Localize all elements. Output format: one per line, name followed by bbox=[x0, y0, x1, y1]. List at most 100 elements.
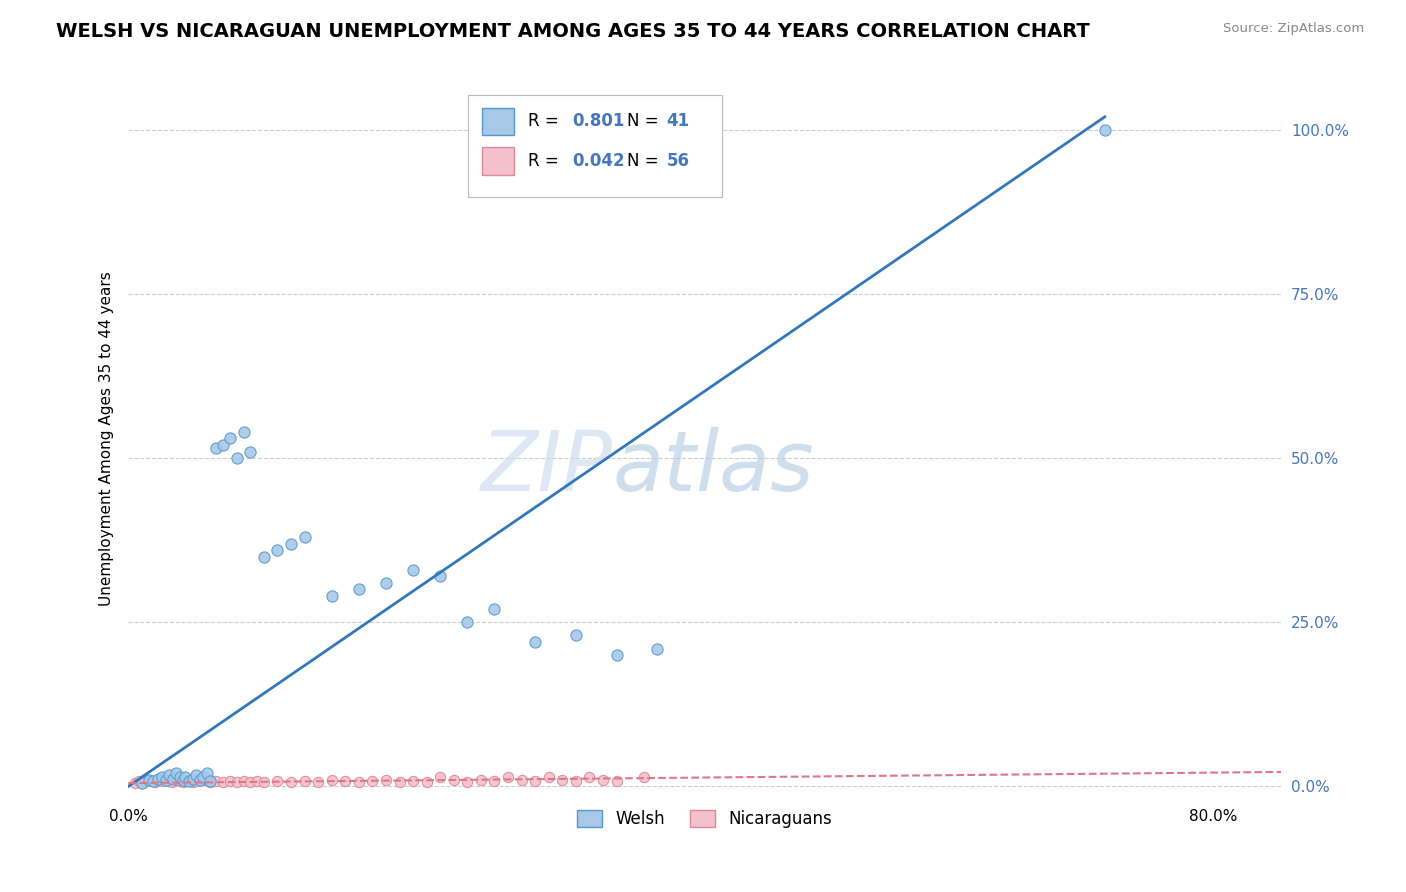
Point bbox=[205, 442, 228, 456]
Point bbox=[484, 602, 506, 616]
Point bbox=[307, 775, 329, 789]
Point bbox=[183, 775, 205, 789]
Point bbox=[232, 425, 254, 439]
Point bbox=[470, 772, 492, 787]
Point bbox=[280, 775, 302, 789]
Point bbox=[321, 772, 343, 787]
Point bbox=[145, 775, 167, 789]
Text: R =: R = bbox=[529, 153, 564, 170]
Point bbox=[160, 775, 183, 789]
Point bbox=[1094, 123, 1116, 137]
Point bbox=[191, 770, 214, 784]
Point bbox=[537, 770, 560, 784]
Point bbox=[280, 536, 302, 550]
Point bbox=[253, 549, 276, 564]
Point bbox=[335, 774, 357, 789]
Point bbox=[415, 775, 437, 789]
Point bbox=[388, 775, 411, 789]
Point bbox=[456, 615, 478, 630]
Point bbox=[165, 766, 187, 780]
Point bbox=[225, 775, 247, 789]
Text: ZIP: ZIP bbox=[481, 427, 613, 508]
Point bbox=[212, 438, 235, 452]
Point bbox=[142, 774, 165, 789]
Point bbox=[195, 766, 218, 780]
Point bbox=[212, 775, 235, 789]
Point bbox=[157, 767, 180, 781]
Point bbox=[496, 770, 519, 784]
Point bbox=[225, 451, 247, 466]
Point bbox=[184, 767, 207, 781]
Point bbox=[183, 772, 205, 786]
Point bbox=[239, 775, 262, 789]
Point bbox=[131, 776, 153, 790]
Point bbox=[551, 772, 574, 787]
Point bbox=[402, 774, 425, 789]
Point bbox=[174, 774, 197, 789]
Point bbox=[633, 770, 655, 784]
Point bbox=[179, 772, 201, 787]
Point bbox=[124, 776, 146, 790]
Point bbox=[443, 772, 465, 787]
Point bbox=[524, 635, 547, 649]
Point bbox=[184, 774, 207, 789]
Text: R =: R = bbox=[529, 112, 564, 130]
Point bbox=[134, 774, 156, 789]
Point bbox=[374, 575, 396, 590]
Bar bbox=[482, 108, 515, 136]
Point bbox=[146, 772, 169, 787]
Point bbox=[347, 582, 370, 597]
Point bbox=[191, 772, 214, 787]
Text: 56: 56 bbox=[666, 153, 689, 170]
Point bbox=[174, 770, 197, 784]
Point bbox=[374, 772, 396, 787]
Point bbox=[347, 775, 370, 789]
Point bbox=[645, 641, 668, 656]
Point bbox=[157, 774, 180, 789]
Text: N =: N = bbox=[627, 153, 664, 170]
Y-axis label: Unemployment Among Ages 35 to 44 years: Unemployment Among Ages 35 to 44 years bbox=[100, 271, 114, 606]
Text: 0.801: 0.801 bbox=[572, 112, 624, 130]
Point bbox=[429, 569, 451, 583]
Point bbox=[294, 530, 316, 544]
Point bbox=[219, 432, 242, 446]
Point bbox=[239, 444, 262, 458]
Point bbox=[172, 772, 194, 787]
Point bbox=[142, 774, 165, 789]
Point bbox=[131, 776, 153, 790]
Text: 41: 41 bbox=[666, 112, 690, 130]
Point bbox=[246, 774, 269, 789]
Point bbox=[150, 770, 173, 784]
Point bbox=[565, 774, 588, 789]
Point bbox=[402, 563, 425, 577]
Bar bbox=[482, 147, 515, 175]
Text: N =: N = bbox=[627, 112, 664, 130]
Point bbox=[456, 775, 478, 789]
Point bbox=[205, 774, 228, 789]
Point bbox=[150, 774, 173, 789]
Point bbox=[510, 772, 533, 787]
Point bbox=[169, 770, 191, 784]
Point bbox=[484, 774, 506, 789]
Text: Source: ZipAtlas.com: Source: ZipAtlas.com bbox=[1223, 22, 1364, 36]
Point bbox=[253, 775, 276, 789]
Point bbox=[198, 775, 221, 789]
Point bbox=[219, 774, 242, 789]
Text: atlas: atlas bbox=[613, 427, 814, 508]
Point bbox=[155, 772, 177, 787]
Point bbox=[169, 774, 191, 789]
Point bbox=[128, 774, 150, 789]
Legend: Welsh, Nicaraguans: Welsh, Nicaraguans bbox=[571, 803, 839, 835]
Point bbox=[429, 770, 451, 784]
Point bbox=[578, 770, 600, 784]
Point bbox=[146, 772, 169, 786]
Text: WELSH VS NICARAGUAN UNEMPLOYMENT AMONG AGES 35 TO 44 YEARS CORRELATION CHART: WELSH VS NICARAGUAN UNEMPLOYMENT AMONG A… bbox=[56, 22, 1090, 41]
Point bbox=[565, 628, 588, 642]
Point bbox=[162, 772, 184, 786]
Point bbox=[294, 774, 316, 789]
Point bbox=[232, 774, 254, 789]
FancyBboxPatch shape bbox=[468, 95, 721, 196]
Point bbox=[188, 772, 211, 787]
Point bbox=[524, 774, 547, 789]
Point bbox=[266, 543, 288, 558]
